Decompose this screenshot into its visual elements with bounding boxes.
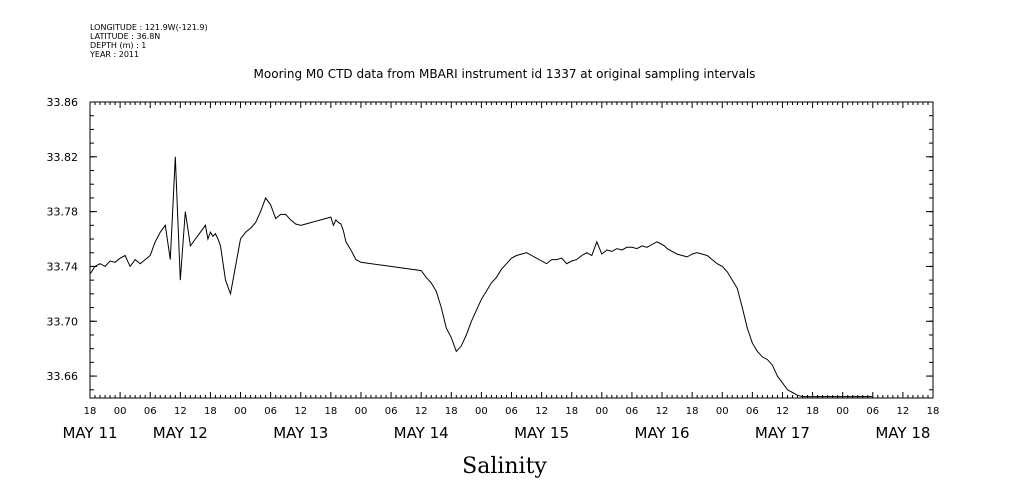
- x-day-label: MAY 18: [875, 424, 930, 442]
- x-axis-label: Salinity: [462, 454, 547, 479]
- x-day-label: MAY 16: [635, 424, 690, 442]
- x-hour-label: 00: [114, 406, 127, 417]
- x-hour-label: 00: [355, 406, 368, 417]
- x-hour-label: 00: [716, 406, 729, 417]
- x-hour-label: 00: [836, 406, 849, 417]
- x-hour-label: 12: [415, 406, 428, 417]
- x-hour-label: 18: [927, 406, 940, 417]
- x-axis: 18 00 06 12 18 00 06 12 18 00 06 12 18 00 06 12 18 00 06 12…: [62, 102, 939, 442]
- x-day-label: MAY 14: [394, 424, 449, 442]
- plot-frame: [89, 101, 934, 399]
- y-tick-label: 33.78: [47, 206, 79, 219]
- x-hour-label: 12: [776, 406, 789, 417]
- x-hour-label: 00: [595, 406, 608, 417]
- x-hour-label: 06: [385, 406, 398, 417]
- x-hour-label: 12: [897, 406, 910, 417]
- x-day-label: MAY 11: [62, 424, 117, 442]
- salinity-series-line: [90, 156, 873, 398]
- x-hour-label: 18: [324, 406, 337, 417]
- y-tick-label: 33.86: [47, 96, 79, 109]
- x-hour-label: 18: [806, 406, 819, 417]
- x-hour-label: 12: [656, 406, 669, 417]
- year-label: YEAR : 2011: [90, 50, 140, 59]
- x-hour-label: 06: [505, 406, 518, 417]
- y-tick-label: 33.66: [47, 370, 79, 383]
- x-hour-label: 06: [866, 406, 879, 417]
- y-tick-label: 33.70: [47, 315, 79, 328]
- latitude-label: LATITUDE : 36.8N: [90, 32, 161, 41]
- x-hour-label: 06: [746, 406, 759, 417]
- y-tick-label: 33.82: [47, 151, 79, 164]
- x-day-label: MAY 17: [755, 424, 810, 442]
- x-hour-label: 00: [475, 406, 488, 417]
- x-day-label: MAY 13: [273, 424, 328, 442]
- x-hour-label: 06: [144, 406, 157, 417]
- x-hour-label: 12: [174, 406, 187, 417]
- x-hour-label: 00: [234, 406, 247, 417]
- x-hour-label: 06: [264, 406, 277, 417]
- x-day-label: MAY 12: [153, 424, 208, 442]
- x-hour-label: 18: [204, 406, 217, 417]
- x-hour-label: 18: [84, 406, 97, 417]
- x-hour-label: 12: [294, 406, 307, 417]
- longitude-label: LONGITUDE : 121.9W(-121.9): [90, 23, 208, 32]
- chart-title: Mooring M0 CTD data from MBARI instrumen…: [253, 67, 756, 81]
- x-hour-label: 06: [626, 406, 639, 417]
- x-day-label: MAY 15: [514, 424, 569, 442]
- x-hour-label: 18: [565, 406, 578, 417]
- depth-label: DEPTH (m) : 1: [90, 41, 147, 50]
- x-hour-label: 18: [686, 406, 699, 417]
- y-tick-label: 33.74: [47, 260, 79, 273]
- y-axis: 33.86 33.82 33.78 33.74 33.70 33.66: [47, 96, 933, 391]
- x-hour-label: 12: [535, 406, 548, 417]
- x-hour-label: 18: [445, 406, 458, 417]
- series-group: [90, 156, 873, 398]
